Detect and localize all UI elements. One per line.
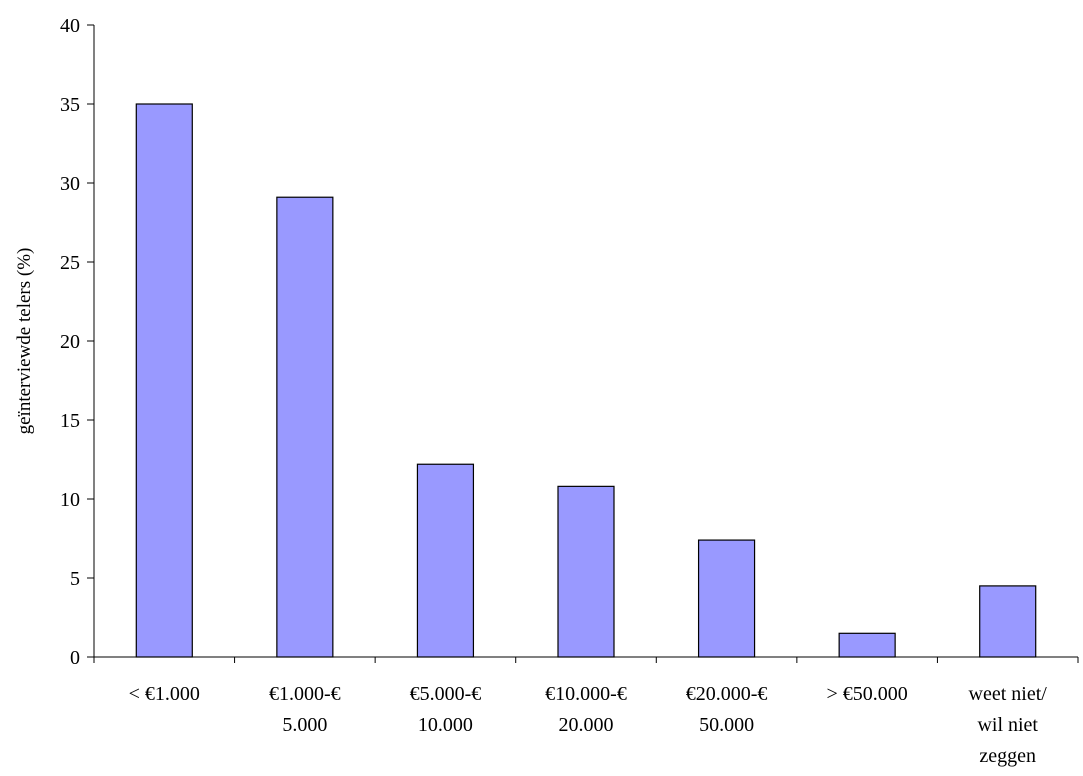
y-tick-label: 5 [70,568,80,590]
x-category-label: €20.000-€ 50.000 [686,683,768,736]
bar [276,196,334,658]
x-category-label-line: wil niet [977,714,1038,736]
x-category-label-line: < €1.000 [129,683,200,705]
x-category-label: €1.000-€ 5.000 [269,683,341,736]
x-category-label: €5.000-€ 10.000 [410,683,482,736]
y-tick-label: 10 [60,489,80,511]
category-labels-group: < €1.000 €1.000-€ 5.000 €5.000-€ 10.000 €10.0… [129,683,1048,767]
bar [979,585,1037,658]
y-tick-label: 0 [70,647,80,669]
y-tick-label: 25 [60,252,80,274]
x-category-label-line: 10.000 [418,714,473,736]
x-category-label: weet niet/wil niet zeggen [969,683,1048,767]
x-category-label-line: €20.000-€ [686,683,768,705]
x-category-label-line: > €50.000 [827,683,908,705]
x-ticks-group [93,657,1079,663]
x-category-label: > €50.000 [827,683,908,705]
x-category-label-line: 20.000 [559,714,614,736]
bars-group [135,103,1037,658]
x-category-label-line: €5.000-€ [410,683,482,705]
y-tick-label: 30 [60,173,80,195]
bar [697,539,756,658]
x-category-label: €10.000-€ 20.000 [545,683,627,736]
bar [557,485,615,658]
y-tick-label: 40 [60,15,80,37]
y-ticks-group: 0 5 10 15 20 25 30 35 40 [60,15,94,669]
x-category-label: < €1.000 [129,683,200,705]
bar [135,103,193,658]
y-axis-title: geïnterviewde telers (%) [14,248,35,435]
y-tick-label: 35 [60,94,80,116]
bar [838,632,896,658]
y-tick-label: 20 [60,331,80,353]
x-category-label-line: 5.000 [282,714,327,736]
x-category-label-line: €10.000-€ [545,683,627,705]
y-tick-label: 15 [60,410,80,432]
x-category-label-line: weet niet/ [969,683,1048,705]
bar [416,463,475,658]
x-category-label-line: zeggen [979,745,1036,767]
x-category-label-line: €1.000-€ [269,683,341,705]
x-category-label-line: 50.000 [699,714,754,736]
